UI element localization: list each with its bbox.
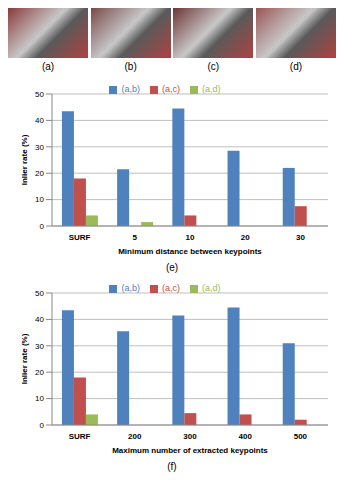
svg-text:10: 10 [186, 233, 195, 242]
svg-text:20: 20 [241, 233, 250, 242]
svg-text:40: 40 [35, 116, 44, 125]
html-text:(a,b): (a,b) [121, 84, 140, 94]
svg-text:SURF: SURF [69, 432, 91, 441]
svg-text:200: 200 [128, 432, 142, 441]
html-text:(a,d): (a,d) [202, 84, 221, 94]
svg-text:0: 0 [40, 421, 45, 430]
svg-text:10: 10 [35, 195, 44, 204]
svg-text:Maximum number of extracted ke: Maximum number of extracted keypoints [112, 446, 268, 455]
html-text:(b): (b) [124, 61, 137, 72]
html-text:(a): (a) [41, 61, 55, 72]
html-text:(e): (e) [165, 262, 179, 273]
svg-text:400: 400 [239, 432, 253, 441]
svg-text:50: 50 [35, 90, 44, 99]
html-text:(a,d): (a,d) [202, 283, 221, 293]
svg-text:20: 20 [35, 169, 44, 178]
html-text:(a,c): (a,c) [162, 84, 180, 94]
svg-text:Inlier rate (%): Inlier rate (%) [20, 134, 29, 185]
svg-text:0: 0 [40, 222, 45, 231]
html-text:(a,b): (a,b) [121, 283, 140, 293]
svg-text:50: 50 [35, 289, 44, 298]
svg-text:30: 30 [35, 342, 44, 351]
svg-text:30: 30 [35, 143, 44, 152]
svg-text:Inlier rate (%): Inlier rate (%) [20, 333, 29, 384]
html-text:(d): (d) [289, 61, 303, 72]
svg-text:SURF: SURF [69, 233, 91, 242]
svg-text:Minimum distance between keypo: Minimum distance between keypoints [118, 247, 262, 256]
svg-text:10: 10 [35, 394, 44, 403]
html-text:(f): (f) [167, 461, 177, 472]
html-text:(c): (c) [207, 61, 220, 72]
svg-text:40: 40 [35, 315, 44, 324]
svg-text:30: 30 [296, 233, 305, 242]
svg-text:20: 20 [35, 368, 44, 377]
svg-text:500: 500 [294, 432, 308, 441]
svg-text:5: 5 [133, 233, 138, 242]
html-text:(a,c): (a,c) [162, 283, 180, 293]
svg-text:300: 300 [183, 432, 197, 441]
